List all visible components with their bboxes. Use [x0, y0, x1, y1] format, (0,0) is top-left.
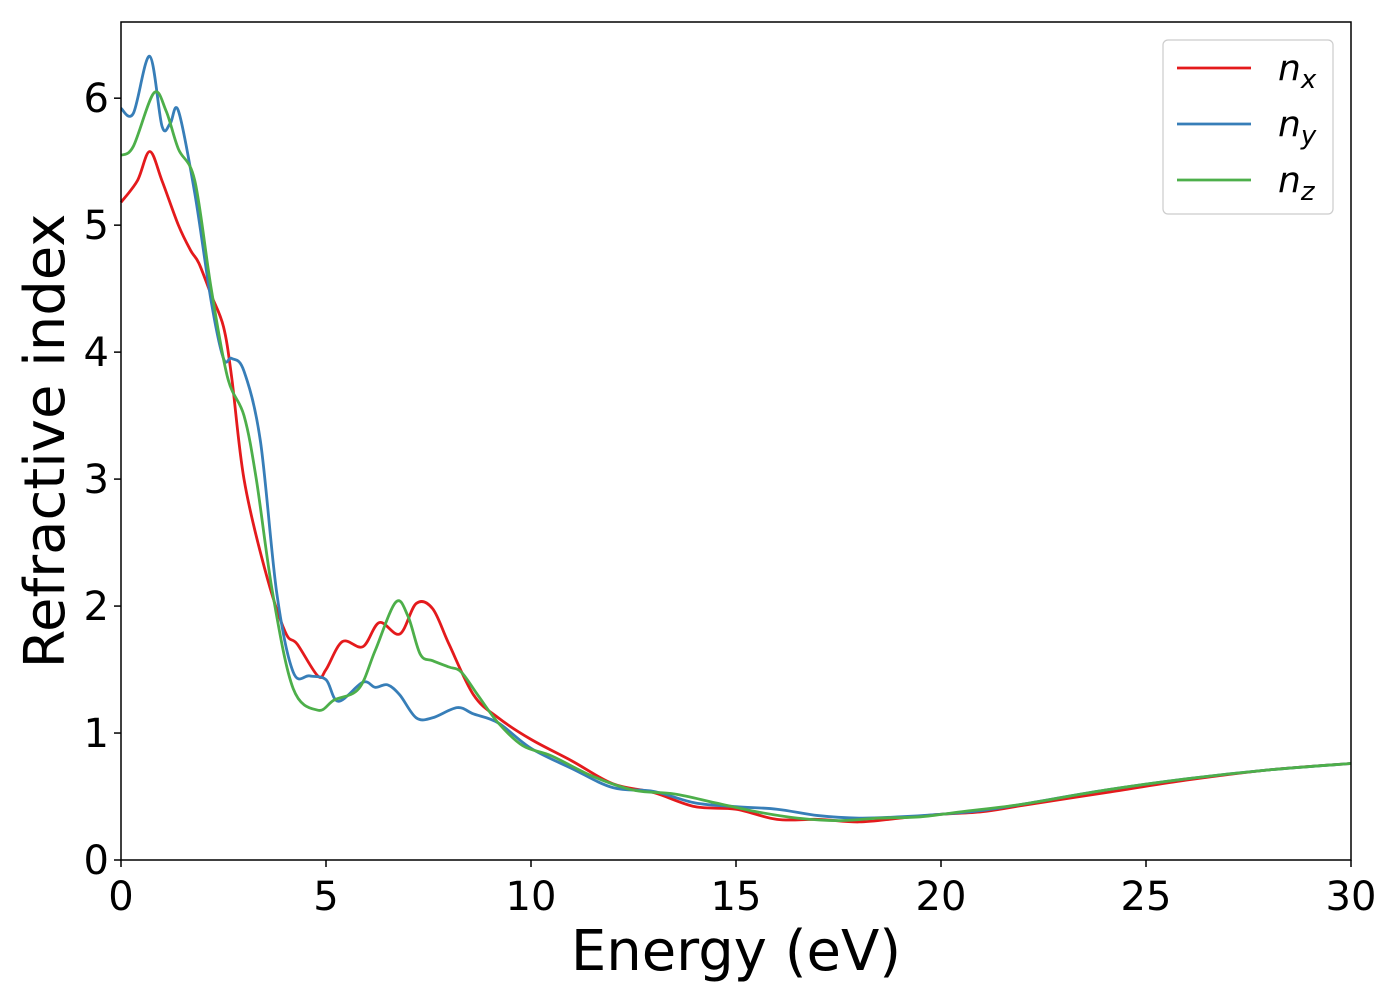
y-tick-label: 3 [84, 457, 109, 503]
tick-layer: 0 5 10 15 20 25 30 0 1 2 3 4 5 6 [84, 76, 1377, 920]
y-tick-label: 1 [84, 711, 109, 757]
y-tick-label: 0 [84, 838, 109, 884]
x-tick-label: 0 [108, 874, 133, 920]
series-line-nz [120, 90, 1352, 823]
x-tick-label: 25 [1121, 874, 1172, 920]
y-tick-label: 4 [84, 330, 109, 376]
y-tick-label: 5 [84, 203, 109, 249]
y-axis-label: Refractive index [13, 214, 78, 669]
legend-box [1162, 39, 1334, 215]
x-tick-label: 10 [506, 874, 557, 920]
y-tick-label: 2 [84, 584, 109, 630]
legend-subscript: z [1300, 177, 1316, 207]
x-tick-label: 5 [313, 874, 338, 920]
y-tick-label: 6 [84, 76, 109, 122]
x-tick-label: 30 [1326, 874, 1377, 920]
x-tick-label: 15 [711, 874, 762, 920]
x-axis-label: Energy (eV) [571, 919, 901, 984]
series-layer [119, 54, 1352, 824]
legend-subscript: x [1300, 65, 1317, 95]
x-tick-label: 20 [916, 874, 967, 920]
legend-subscript: y [1300, 121, 1317, 151]
series-line-nx [119, 150, 1352, 824]
